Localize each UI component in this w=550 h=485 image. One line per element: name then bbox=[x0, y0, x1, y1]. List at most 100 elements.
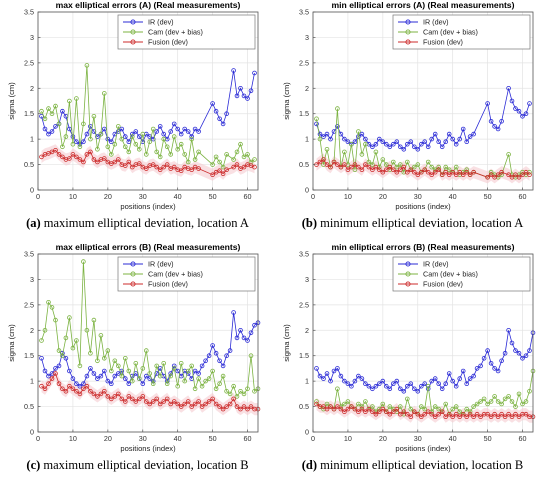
data-point-ir bbox=[373, 141, 379, 147]
data-point-ir bbox=[49, 129, 55, 134]
legend-label-fusion: Fusion (dev) bbox=[423, 38, 463, 47]
data-point-fusion bbox=[377, 167, 382, 173]
data-point-fusion bbox=[150, 399, 156, 404]
legend-swatch-marker-fusion bbox=[130, 39, 136, 45]
data-point-ir bbox=[53, 366, 58, 371]
data-point-cam bbox=[516, 391, 522, 397]
data-point-fusion bbox=[391, 167, 396, 173]
data-point-cam bbox=[70, 141, 76, 147]
data-point-cam bbox=[335, 106, 340, 111]
data-point-cam bbox=[91, 114, 97, 119]
data-point-fusion bbox=[342, 409, 347, 415]
data-point-fusion bbox=[185, 399, 191, 404]
data-point-fusion bbox=[478, 414, 483, 420]
data-point-cam bbox=[63, 335, 69, 341]
data-point-fusion bbox=[252, 164, 257, 170]
data-point-fusion bbox=[401, 164, 407, 170]
data-point-cam bbox=[520, 401, 525, 407]
data-point-fusion bbox=[203, 401, 208, 407]
data-point-cam bbox=[126, 368, 132, 374]
data-point-cam bbox=[238, 141, 243, 147]
data-point-ir bbox=[217, 116, 222, 122]
data-point-fusion bbox=[419, 169, 424, 175]
data-point-fusion bbox=[363, 409, 368, 415]
data-point-ir bbox=[157, 124, 163, 129]
x-tick-label: 0 bbox=[311, 192, 315, 201]
data-point-cam bbox=[182, 152, 188, 157]
data-point-ir bbox=[457, 376, 463, 381]
x-tick-label: 40 bbox=[174, 434, 182, 443]
data-point-ir bbox=[499, 358, 504, 364]
data-point-cam bbox=[467, 409, 473, 415]
data-point-ir bbox=[488, 119, 494, 124]
data-point-cam bbox=[49, 111, 55, 116]
data-point-ir bbox=[485, 101, 490, 106]
axes-box bbox=[312, 253, 534, 433]
data-point-fusion bbox=[39, 383, 44, 389]
data-point-cam bbox=[432, 404, 438, 409]
data-point-fusion bbox=[499, 411, 504, 417]
x-tick-label: 30 bbox=[414, 192, 422, 201]
data-point-cam bbox=[478, 399, 483, 404]
data-point-fusion bbox=[178, 168, 184, 174]
data-point-fusion bbox=[453, 172, 459, 178]
legend-swatch-marker-cam bbox=[130, 271, 136, 277]
data-point-cam bbox=[506, 152, 511, 157]
data-point-fusion bbox=[77, 391, 83, 397]
chart-panel-a: max elliptical errors (A) (Real measurem… bbox=[0, 0, 275, 242]
data-point-fusion bbox=[74, 154, 79, 160]
data-point-fusion bbox=[366, 164, 372, 170]
data-point-fusion bbox=[443, 414, 449, 420]
data-point-cam bbox=[161, 136, 167, 142]
data-point-cam bbox=[42, 328, 48, 333]
data-point-cam bbox=[412, 164, 417, 170]
x-tick-label: 30 bbox=[139, 434, 147, 443]
data-point-ir bbox=[380, 139, 386, 145]
data-point-fusion bbox=[384, 167, 389, 173]
data-point-ir bbox=[175, 368, 181, 374]
legend-swatch-marker-ir bbox=[405, 261, 411, 267]
y-tick-label: 2 bbox=[30, 84, 34, 93]
data-point-ir bbox=[39, 356, 44, 361]
data-point-fusion bbox=[154, 164, 160, 170]
legend-label-cam: Cam (dev + bias) bbox=[423, 28, 478, 37]
data-point-cam bbox=[408, 406, 414, 412]
data-point-fusion bbox=[150, 162, 156, 167]
data-point-cam bbox=[144, 348, 149, 353]
data-point-ir bbox=[154, 129, 160, 134]
data-point-fusion bbox=[56, 152, 62, 157]
data-point-ir bbox=[178, 131, 184, 137]
data-point-cam bbox=[234, 394, 240, 399]
data-point-fusion bbox=[119, 396, 125, 402]
data-point-fusion bbox=[60, 386, 65, 392]
data-point-ir bbox=[415, 147, 421, 152]
data-point-cam bbox=[185, 368, 191, 374]
data-point-ir bbox=[495, 368, 501, 374]
data-point-cam bbox=[192, 386, 198, 392]
data-point-fusion bbox=[105, 394, 111, 399]
data-point-cam bbox=[46, 299, 51, 305]
data-point-cam bbox=[422, 406, 428, 412]
data-point-fusion bbox=[175, 401, 181, 407]
data-point-cam bbox=[192, 157, 198, 162]
data-point-fusion bbox=[405, 411, 410, 417]
data-point-fusion bbox=[324, 162, 330, 167]
data-point-cam bbox=[513, 404, 518, 409]
data-point-cam bbox=[77, 363, 83, 369]
legend-swatch-marker-fusion bbox=[405, 39, 411, 45]
legend-label-ir: IR (dev) bbox=[148, 260, 174, 269]
data-point-cam bbox=[213, 386, 219, 392]
data-point-ir bbox=[324, 131, 330, 137]
axes-box bbox=[37, 11, 259, 191]
data-point-cam bbox=[356, 129, 361, 134]
data-point-ir bbox=[203, 358, 208, 364]
data-point-fusion bbox=[217, 168, 222, 174]
data-point-fusion bbox=[213, 401, 219, 407]
data-point-fusion bbox=[422, 411, 428, 417]
series-line-fusion bbox=[316, 403, 533, 418]
data-point-cam bbox=[398, 404, 403, 409]
data-point-cam bbox=[53, 317, 58, 323]
data-point-cam bbox=[405, 396, 410, 402]
data-point-fusion bbox=[224, 404, 229, 409]
data-point-ir bbox=[321, 134, 326, 139]
